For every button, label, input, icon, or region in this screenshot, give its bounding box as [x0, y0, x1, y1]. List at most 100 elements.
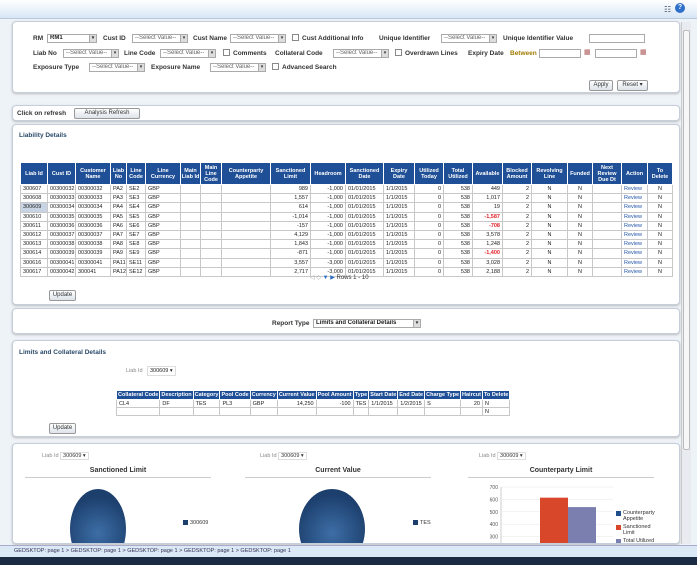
column-header[interactable]: Customer Name: [75, 162, 111, 185]
column-header[interactable]: Sanctioned Limit: [270, 162, 311, 185]
exposure-name-select[interactable]: --Select Value-- ▾: [210, 63, 266, 72]
column-header[interactable]: To Delete: [481, 390, 511, 400]
table-row[interactable]: 300610 00300035 00300035 PA5 SE5 GBP -1,014 -1,…: [20, 211, 673, 222]
cust-id-select[interactable]: --Select Value-- ▾: [132, 34, 188, 43]
table-row[interactable]: CL4 DF TES PL3 GBP 14,250 -100 TES 1/1/2015 1/2/2…: [115, 399, 511, 408]
previous-page-icon[interactable]: ◇: [316, 275, 321, 281]
liab-id-select[interactable]: 300609 ▾: [147, 366, 176, 376]
rm-select[interactable]: RM1 ▾: [47, 34, 97, 43]
liab-no-select[interactable]: --Select Value-- ▾: [63, 49, 119, 58]
column-header[interactable]: To Delete: [647, 162, 673, 185]
collateral-update-button[interactable]: Update: [49, 423, 76, 434]
review-link[interactable]: Review: [621, 202, 648, 213]
column-header[interactable]: Main Liab Id: [180, 162, 201, 185]
cust-name-select[interactable]: --Select Value-- ▾: [230, 34, 286, 43]
overdrawn-checkbox[interactable]: [395, 49, 402, 56]
column-header[interactable]: Pool Amount: [315, 390, 354, 400]
table-row[interactable]: 300614 00300039 00300039 PA9 SE9 GBP -871 -1,00…: [20, 248, 673, 259]
column-header[interactable]: Cust ID: [47, 162, 76, 185]
column-header[interactable]: Charge Type: [424, 390, 462, 400]
chart1-liab-id[interactable]: Liab Id 300609 ▾: [42, 452, 89, 460]
column-header[interactable]: Liab No: [110, 162, 127, 185]
column-header[interactable]: Counterparty Appetite: [221, 162, 271, 185]
comments-checkbox[interactable]: [223, 49, 230, 56]
y-tick-label: 300: [490, 535, 499, 541]
calendar-icon[interactable]: ▦: [640, 49, 647, 56]
table-row[interactable]: 300617 00300042 300041 PA12 SE12 GBP 2,717 -3,0…: [20, 266, 673, 277]
review-link[interactable]: Review: [621, 239, 648, 250]
review-link[interactable]: Review: [621, 248, 648, 259]
table-row[interactable]: 300611 00300036 00300036 PA6 SE6 GBP -157 -1,00…: [20, 220, 673, 231]
column-header[interactable]: Revolving Line: [531, 162, 568, 185]
last-page-icon[interactable]: ▶: [330, 275, 335, 281]
column-header[interactable]: Blocked Amount: [502, 162, 532, 185]
table-cell: [200, 239, 222, 250]
review-link[interactable]: Review: [621, 266, 648, 277]
report-type-select[interactable]: Limits and Collateral Details ▾: [313, 319, 421, 328]
column-header[interactable]: Collateral Code: [115, 390, 161, 400]
table-row[interactable]: 300609 00300034 00300034 PA4 SE4 GBP 614 -1,000…: [20, 202, 673, 213]
column-header[interactable]: Main Line Code: [200, 162, 222, 185]
column-header[interactable]: Currency: [249, 390, 278, 400]
table-cell: 2,188: [472, 266, 503, 277]
table-row[interactable]: N: [115, 407, 511, 416]
liability-update-button[interactable]: Update: [49, 290, 76, 301]
unique-identifier-select[interactable]: --Select Value-- ▾: [441, 34, 497, 43]
review-link[interactable]: Review: [621, 193, 648, 204]
review-link[interactable]: Review: [621, 229, 648, 241]
calendar-icon[interactable]: ▦: [584, 49, 591, 56]
column-header[interactable]: Haircut: [460, 390, 483, 400]
column-header[interactable]: Category: [192, 390, 221, 400]
chart3-liab-id[interactable]: Liab Id 300609 ▾: [479, 452, 526, 460]
column-header[interactable]: Utilized Today: [414, 162, 444, 185]
table-row[interactable]: 300612 00300037 00300037 PA7 SE7 GBP 4,129 -1,0…: [20, 229, 673, 241]
column-header[interactable]: Total Utilized: [443, 162, 473, 185]
unique-identifier-value-input[interactable]: [589, 34, 645, 43]
column-header[interactable]: Action: [621, 162, 648, 185]
column-header[interactable]: Line Code: [126, 162, 146, 185]
chart2-liab-id[interactable]: Liab Id 300609 ▾: [260, 452, 307, 460]
review-link[interactable]: Review: [621, 183, 648, 195]
advanced-search-checkbox[interactable]: [272, 63, 279, 70]
expiry-to-input[interactable]: [595, 49, 637, 58]
column-header[interactable]: Next Review Due Dt: [592, 162, 622, 185]
column-header[interactable]: Line Currency: [145, 162, 181, 185]
first-page-icon[interactable]: ◁: [310, 275, 315, 281]
column-header[interactable]: Available: [472, 162, 503, 185]
column-header[interactable]: Pool Code: [219, 390, 251, 400]
column-header[interactable]: Start Date: [368, 390, 399, 400]
column-header[interactable]: Headroom: [310, 162, 346, 185]
review-link[interactable]: Review: [621, 220, 648, 231]
column-header[interactable]: Funded: [567, 162, 593, 185]
column-header[interactable]: End Date: [397, 390, 426, 400]
column-header[interactable]: Sanctioned Date: [345, 162, 384, 185]
reset-button[interactable]: Reset ▾: [617, 80, 648, 91]
table-row[interactable]: 300607 00300032 00300032 PA2 SE2 GBP 989 -1,000…: [20, 183, 673, 195]
next-page-icon[interactable]: ▼: [322, 275, 329, 281]
scrollbar-thumb[interactable]: [683, 30, 690, 450]
apply-button[interactable]: Apply: [589, 80, 613, 91]
table-row[interactable]: 300608 00300033 00300033 PA3 SE3 GBP 1,557 -1,0…: [20, 193, 673, 204]
review-link[interactable]: Review: [621, 211, 648, 222]
analysis-refresh-button[interactable]: Analysis Refresh: [74, 108, 140, 119]
column-header[interactable]: Current Value: [276, 390, 317, 400]
table-cell: 538: [443, 211, 473, 222]
breadcrumb[interactable]: GEDSKTOP: page 1 > GEDSKTOP: page 1 > GE…: [0, 545, 697, 557]
vertical-scrollbar[interactable]: [681, 22, 691, 544]
review-link[interactable]: Review: [621, 257, 648, 268]
line-code-select[interactable]: --Select Value-- ▾: [160, 49, 216, 58]
table-cell: PA8: [110, 239, 127, 250]
column-header[interactable]: Liab Id: [20, 162, 48, 185]
help-icon[interactable]: ?: [675, 3, 685, 13]
table-row[interactable]: 300616 00300041 00300041 PA11 SE11 GBP 3,557 -3…: [20, 257, 673, 268]
table-cell: N: [567, 248, 593, 259]
collateral-code-select[interactable]: --Select Value-- ▾: [333, 49, 389, 58]
expiry-from-input[interactable]: [539, 49, 581, 58]
exposure-type-select[interactable]: --Select Value-- ▾: [89, 63, 145, 72]
column-header[interactable]: Expiry Date: [383, 162, 415, 185]
column-header[interactable]: Type: [352, 390, 370, 400]
cust-additional-checkbox[interactable]: [292, 34, 299, 41]
preferences-icon[interactable]: ☷: [664, 5, 672, 14]
column-header[interactable]: Description: [159, 390, 194, 400]
table-row[interactable]: 300613 00300038 00300038 PA8 SE8 GBP 1,843 -1,0…: [20, 239, 673, 250]
